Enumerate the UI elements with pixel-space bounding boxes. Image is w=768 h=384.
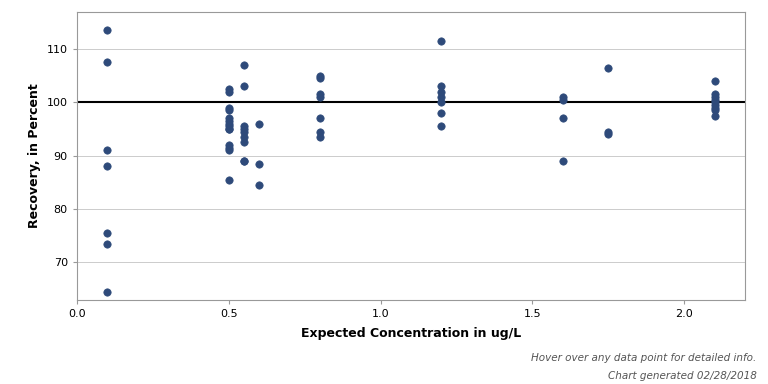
- Point: [435, 38, 448, 44]
- Point: [253, 161, 265, 167]
- Point: [223, 176, 235, 182]
- Point: [708, 94, 720, 100]
- Point: [253, 121, 265, 127]
- Point: [253, 182, 265, 188]
- Point: [708, 104, 720, 111]
- Point: [708, 78, 720, 84]
- Point: [602, 131, 614, 137]
- Text: Chart generated 02/28/2018: Chart generated 02/28/2018: [607, 371, 756, 381]
- Point: [223, 104, 235, 111]
- Point: [238, 158, 250, 164]
- Point: [435, 110, 448, 116]
- Point: [238, 128, 250, 134]
- Point: [708, 96, 720, 103]
- Point: [313, 128, 326, 134]
- Point: [708, 102, 720, 108]
- Point: [238, 62, 250, 68]
- Point: [101, 240, 114, 247]
- Point: [223, 126, 235, 132]
- Point: [223, 121, 235, 127]
- Point: [238, 83, 250, 89]
- Point: [602, 65, 614, 71]
- Y-axis label: Recovery, in Percent: Recovery, in Percent: [28, 83, 41, 228]
- Point: [557, 96, 569, 103]
- Point: [313, 73, 326, 79]
- Point: [313, 115, 326, 121]
- Point: [708, 107, 720, 113]
- Point: [435, 83, 448, 89]
- Point: [435, 94, 448, 100]
- Point: [557, 94, 569, 100]
- Point: [223, 86, 235, 92]
- Point: [101, 59, 114, 65]
- Point: [101, 27, 114, 33]
- Point: [223, 142, 235, 148]
- Point: [101, 163, 114, 169]
- Point: [223, 126, 235, 132]
- Point: [238, 139, 250, 145]
- Point: [223, 144, 235, 151]
- Point: [223, 88, 235, 94]
- Point: [101, 288, 114, 295]
- Point: [313, 134, 326, 140]
- Point: [313, 75, 326, 81]
- X-axis label: Expected Concentration in ug/L: Expected Concentration in ug/L: [301, 327, 521, 340]
- Point: [557, 158, 569, 164]
- Point: [602, 128, 614, 134]
- Point: [313, 91, 326, 97]
- Point: [101, 147, 114, 153]
- Point: [101, 230, 114, 236]
- Point: [708, 91, 720, 97]
- Point: [223, 147, 235, 153]
- Point: [223, 118, 235, 124]
- Point: [435, 99, 448, 105]
- Point: [238, 123, 250, 129]
- Point: [238, 158, 250, 164]
- Point: [435, 88, 448, 94]
- Point: [238, 134, 250, 140]
- Point: [313, 94, 326, 100]
- Point: [223, 123, 235, 129]
- Point: [708, 99, 720, 105]
- Point: [557, 115, 569, 121]
- Text: Hover over any data point for detailed info.: Hover over any data point for detailed i…: [531, 353, 756, 363]
- Point: [223, 115, 235, 121]
- Point: [708, 113, 720, 119]
- Point: [435, 123, 448, 129]
- Point: [238, 126, 250, 132]
- Point: [223, 107, 235, 113]
